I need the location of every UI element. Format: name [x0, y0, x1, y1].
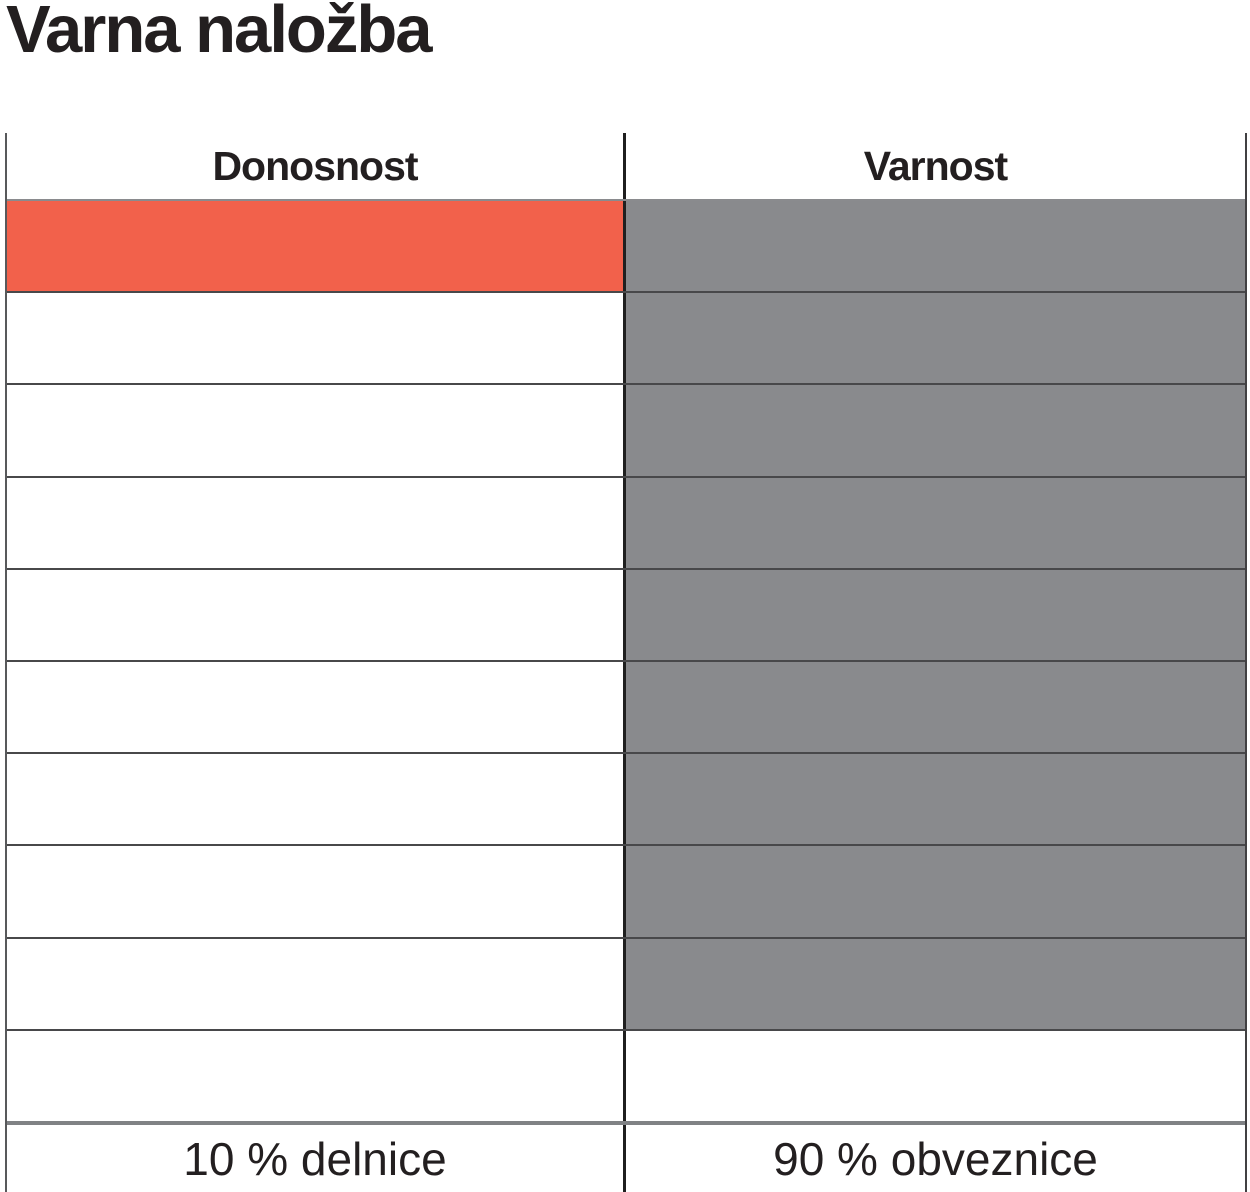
cell-donosnost-empty — [7, 477, 626, 568]
cell-varnost-filled — [626, 754, 1245, 845]
cell-donosnost-empty — [7, 385, 626, 476]
cell-donosnost-empty — [7, 293, 626, 384]
table-row — [7, 293, 1245, 386]
table-header-row: Donosnost Varnost — [7, 133, 1245, 201]
cell-varnost-filled — [626, 201, 1245, 292]
cell-donosnost-empty — [7, 754, 626, 845]
cell-donosnost-empty — [7, 569, 626, 661]
label-obveznice: 90 % obveznice — [773, 1132, 1098, 1185]
table-row — [7, 385, 1245, 478]
table-row — [7, 938, 1245, 1031]
label-delnice: 10 % delnice — [7, 1125, 626, 1192]
cell-varnost-filled — [626, 293, 1245, 384]
cell-varnost-filled — [626, 477, 1245, 568]
cell-varnost-empty — [626, 1030, 1245, 1122]
allocation-table: Donosnost Varnost 10 % delnice 90 % obve… — [5, 133, 1247, 1192]
table-footer-row: 10 % delnice 90 % obveznice — [7, 1121, 1245, 1192]
cell-donosnost-empty — [7, 938, 626, 1029]
cell-varnost-filled — [626, 385, 1245, 476]
table-row — [7, 201, 1245, 294]
table-row — [7, 846, 1245, 939]
table-row — [7, 477, 1245, 570]
allocation-grid — [7, 201, 1245, 1122]
column-header-donosnost: Donosnost — [7, 133, 626, 199]
cell-varnost-filled — [626, 569, 1245, 661]
column-header-varnost: Varnost — [863, 142, 1008, 189]
cell-varnost-filled — [626, 846, 1245, 937]
page-title: Varna naložba — [6, 0, 433, 67]
table-row — [7, 1030, 1245, 1122]
table-row — [7, 754, 1245, 847]
cell-donosnost-filled — [7, 201, 626, 292]
table-row — [7, 662, 1245, 755]
cell-donosnost-empty — [7, 1030, 626, 1122]
cell-donosnost-empty — [7, 846, 626, 937]
cell-varnost-filled — [626, 938, 1245, 1029]
cell-donosnost-empty — [7, 662, 626, 753]
table-row — [7, 569, 1245, 663]
cell-varnost-filled — [626, 662, 1245, 753]
